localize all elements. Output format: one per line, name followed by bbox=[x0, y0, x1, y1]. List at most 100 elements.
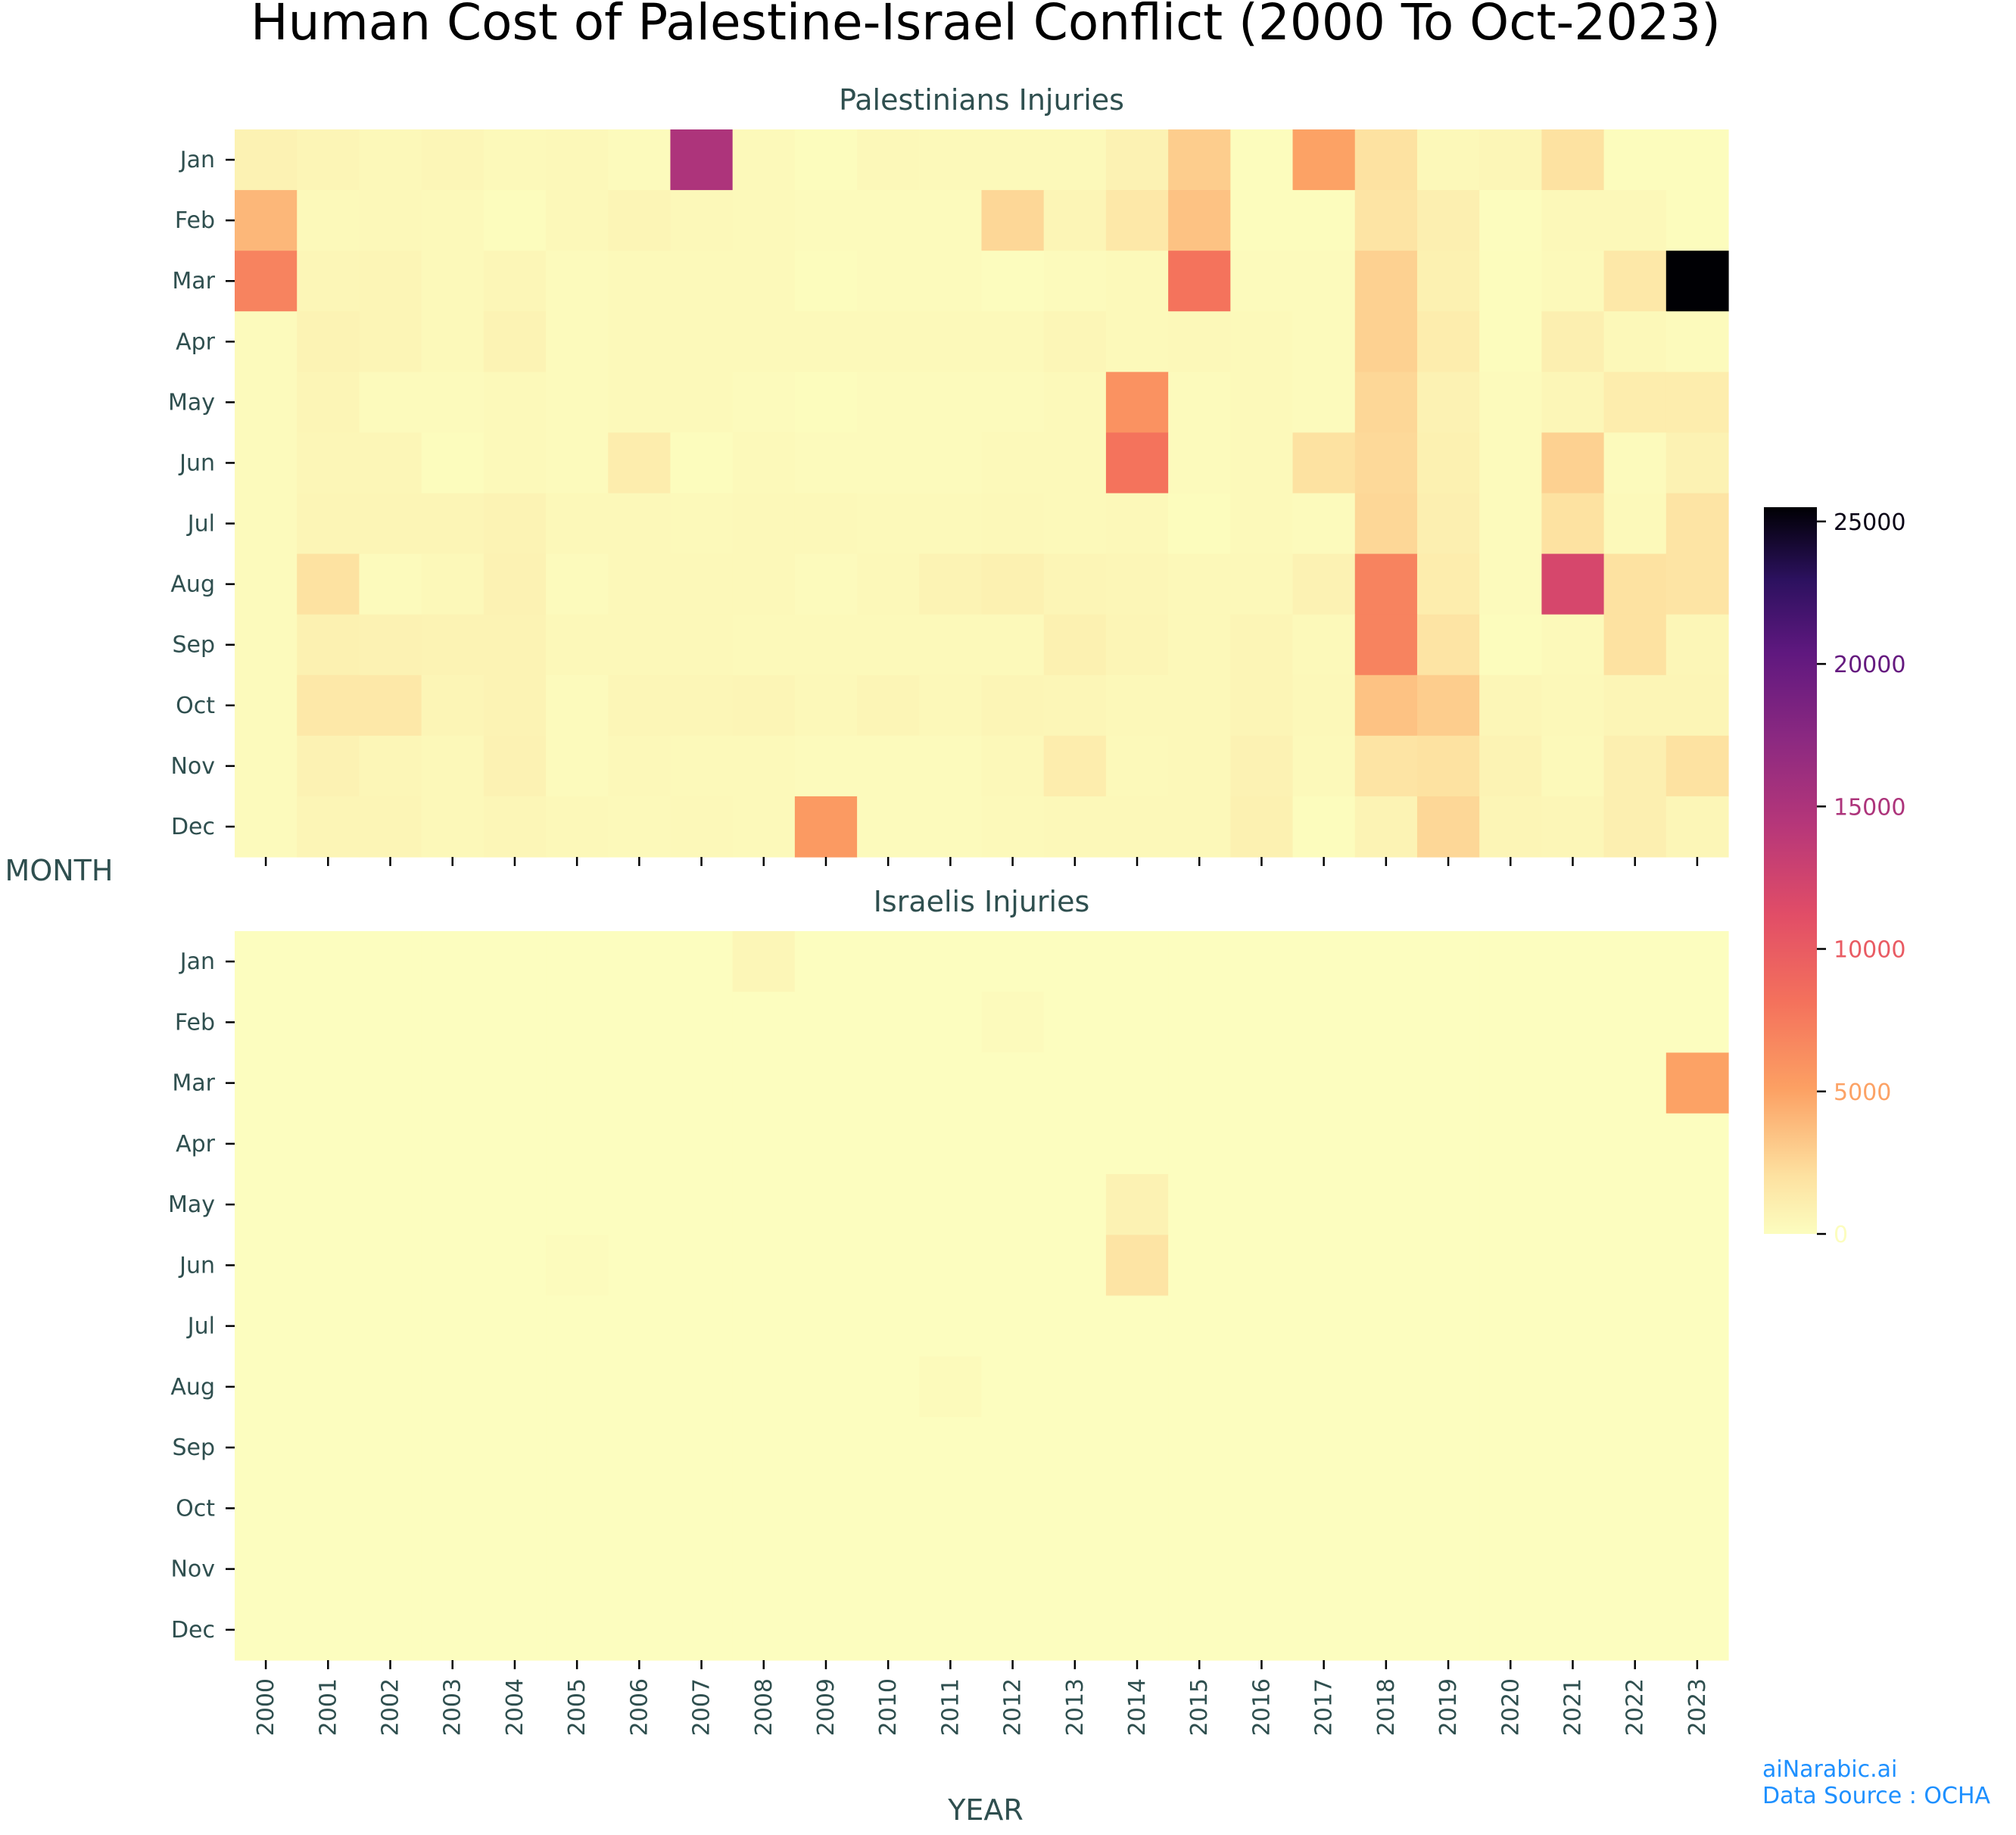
heatmap-cell bbox=[1230, 190, 1294, 251]
heatmap-cell bbox=[1479, 553, 1542, 615]
heatmap-cell bbox=[1168, 614, 1231, 676]
heatmap-cell bbox=[1479, 1599, 1542, 1661]
x-tick-label: 2003 bbox=[440, 1678, 466, 1736]
x-tick-label: 2011 bbox=[937, 1678, 964, 1736]
heatmap-cell bbox=[297, 1538, 360, 1600]
heatmap-cell bbox=[235, 1356, 298, 1418]
colorbar-tick-label: 20000 bbox=[1834, 652, 1905, 678]
y-tick-label: Sep bbox=[172, 1435, 215, 1461]
heatmap-cell bbox=[1230, 1174, 1294, 1235]
heatmap-cell bbox=[919, 311, 983, 372]
heatmap-cell bbox=[1292, 931, 1356, 992]
heatmap-cell bbox=[1665, 1417, 1729, 1478]
heatmap-cell bbox=[235, 1113, 298, 1175]
heatmap-cell bbox=[483, 190, 547, 251]
heatmap-cell bbox=[608, 1538, 671, 1600]
heatmap-cell bbox=[1665, 735, 1729, 797]
heatmap-cell bbox=[1416, 1052, 1480, 1114]
heatmap-cell bbox=[1479, 129, 1542, 191]
heatmap-cell bbox=[421, 1052, 485, 1114]
heatmap-cell bbox=[1292, 1174, 1356, 1235]
heatmap-cell bbox=[670, 1235, 734, 1297]
heatmap-cell bbox=[1292, 1538, 1356, 1600]
heatmap-cell bbox=[421, 796, 485, 858]
heatmap-cell bbox=[794, 1052, 858, 1114]
heatmap-cell bbox=[1168, 190, 1231, 251]
heatmap-cell bbox=[483, 311, 547, 372]
heatmap-cell bbox=[1105, 931, 1169, 992]
heatmap-cell bbox=[1292, 674, 1356, 737]
heatmap-cell bbox=[546, 796, 609, 858]
heatmap-cell bbox=[1479, 1174, 1542, 1235]
heatmap-cell bbox=[1354, 614, 1418, 676]
heatmap-cell bbox=[981, 251, 1045, 312]
heatmap-cell bbox=[732, 1295, 796, 1357]
heatmap-cell bbox=[1603, 311, 1667, 372]
heatmap-cell bbox=[732, 931, 796, 992]
heatmap-cell bbox=[1230, 614, 1294, 676]
heatmap-cell bbox=[981, 1417, 1045, 1478]
heatmap-cell bbox=[670, 931, 734, 992]
x-tick-label: 2005 bbox=[564, 1678, 590, 1736]
heatmap-cell bbox=[1168, 735, 1231, 797]
heatmap-cell bbox=[359, 372, 422, 434]
heatmap-cell bbox=[235, 674, 298, 737]
heatmap-cell bbox=[1292, 190, 1356, 251]
heatmap-cell bbox=[732, 129, 796, 191]
heatmap-cell bbox=[1105, 735, 1169, 797]
x-tick-label: 2021 bbox=[1560, 1678, 1586, 1736]
heatmap-cell bbox=[1416, 1478, 1480, 1540]
heatmap-cell bbox=[297, 1295, 360, 1357]
heatmap-cell bbox=[1665, 796, 1729, 858]
heatmap-cell bbox=[1292, 1599, 1356, 1661]
heatmap-cell bbox=[1354, 1235, 1418, 1297]
heatmap-cell bbox=[1168, 796, 1231, 858]
heatmap-cell bbox=[919, 992, 983, 1054]
heatmap-cell bbox=[235, 372, 298, 434]
heatmap-panels: Palestinians Injuries Jan Feb Mar Apr May Jun J… bbox=[168, 83, 1729, 1736]
heatmap-cell bbox=[1479, 735, 1542, 797]
heatmap-cell bbox=[546, 372, 609, 434]
heatmap-cell bbox=[1354, 735, 1418, 797]
y-axis-label: MONTH bbox=[5, 854, 114, 887]
x-tick-label: 2019 bbox=[1435, 1678, 1462, 1736]
heatmap-cell bbox=[359, 129, 422, 191]
heatmap-cell bbox=[981, 553, 1045, 615]
heatmap-cell bbox=[546, 1052, 609, 1114]
colorbar-tick-label: 0 bbox=[1834, 1222, 1848, 1248]
heatmap-cell bbox=[981, 372, 1045, 434]
heatmap-cell bbox=[546, 1478, 609, 1540]
heatmap-cell bbox=[546, 1295, 609, 1357]
heatmap-cell bbox=[235, 1052, 298, 1114]
heatmap-cell bbox=[297, 1478, 360, 1540]
heatmap-cell bbox=[1105, 493, 1169, 555]
credit-source: Data Source : OCHA bbox=[1762, 1783, 1991, 1809]
heatmap-cell bbox=[297, 1113, 360, 1175]
heatmap-cell bbox=[483, 796, 547, 858]
heatmap-cell bbox=[794, 1174, 858, 1235]
heatmap-cell bbox=[857, 432, 920, 494]
heatmap-cell bbox=[421, 251, 485, 312]
heatmap-cell bbox=[1416, 992, 1480, 1054]
heatmap-cell bbox=[1665, 129, 1729, 191]
heatmap-cell bbox=[1105, 1235, 1169, 1297]
heatmap-cell bbox=[1043, 1235, 1107, 1297]
heatmap-cell bbox=[1603, 493, 1667, 555]
heatmap-cell bbox=[1354, 1478, 1418, 1540]
heatmap-cell bbox=[1105, 992, 1169, 1054]
heatmap-cell bbox=[1665, 1599, 1729, 1661]
heatmap-cell bbox=[1043, 1295, 1107, 1357]
heatmap-cell bbox=[732, 311, 796, 372]
heatmap-cell bbox=[1168, 1113, 1231, 1175]
heatmap-cell bbox=[483, 251, 547, 312]
heatmap-cell bbox=[1354, 931, 1418, 992]
heatmap-cell bbox=[608, 992, 671, 1054]
heatmap-cell bbox=[546, 1113, 609, 1175]
heatmap-cell bbox=[483, 372, 547, 434]
heatmap-cell bbox=[981, 1235, 1045, 1297]
y-tick-label: Aug bbox=[170, 572, 215, 598]
heatmap-cell bbox=[1541, 1478, 1605, 1540]
heatmap-cell bbox=[981, 796, 1045, 858]
heatmap-cell bbox=[670, 311, 734, 372]
heatmap-cell bbox=[794, 1538, 858, 1600]
